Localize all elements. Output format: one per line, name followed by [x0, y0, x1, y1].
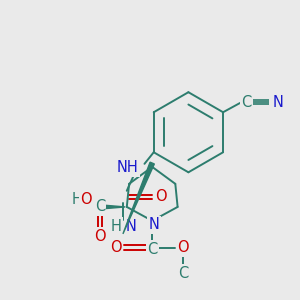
Text: N: N: [148, 217, 159, 232]
Text: C: C: [241, 95, 251, 110]
Text: H: H: [110, 219, 122, 234]
Text: O: O: [110, 240, 122, 255]
Text: O: O: [177, 240, 189, 255]
Text: N: N: [126, 219, 137, 234]
Text: N: N: [272, 95, 283, 110]
Text: O: O: [94, 229, 106, 244]
Polygon shape: [98, 205, 125, 209]
Text: C: C: [178, 266, 188, 281]
Text: C: C: [147, 242, 157, 257]
Text: O: O: [80, 192, 92, 207]
Text: O: O: [156, 189, 167, 204]
Polygon shape: [123, 162, 154, 234]
Text: C: C: [95, 200, 105, 214]
Text: NH: NH: [117, 160, 138, 175]
Text: H: H: [71, 192, 82, 207]
